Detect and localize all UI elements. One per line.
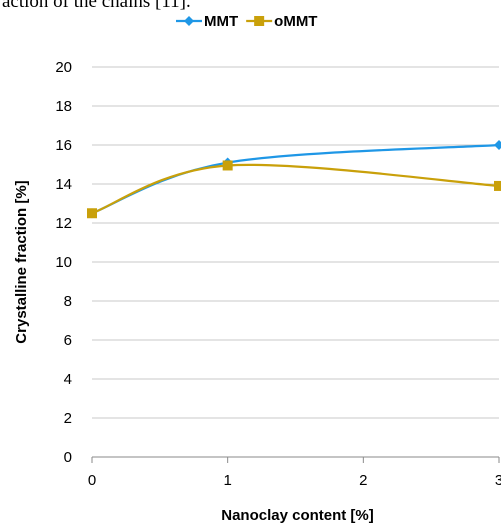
y-tick-18: 18 <box>55 98 72 115</box>
y-tick-6: 6 <box>64 332 72 349</box>
y-axis-title: Crystalline fraction [%] <box>13 180 30 343</box>
legend-label-mmt: MMT <box>204 13 238 30</box>
x-tick-1: 1 <box>223 472 231 489</box>
series-line-ommt <box>91 163 500 215</box>
legend-marker-diamond <box>184 16 194 26</box>
series-group <box>87 140 501 219</box>
point-ommt-1 <box>222 160 233 171</box>
legend-marker-square <box>254 16 265 26</box>
series-ommt <box>87 160 501 219</box>
x-tick-2: 2 <box>359 472 367 489</box>
y-tick-0: 0 <box>64 449 72 466</box>
y-tick-12: 12 <box>55 215 72 232</box>
y-tick-10: 10 <box>55 254 72 271</box>
legend: MMT oMMT <box>176 13 317 30</box>
point-ommt-0 <box>87 208 97 219</box>
x-tick-3: 3 <box>495 472 501 489</box>
grid-lines <box>91 66 500 463</box>
y-tick-8: 8 <box>64 293 72 310</box>
y-tick-4: 4 <box>64 371 72 388</box>
legend-item-ommt: oMMT <box>246 13 317 30</box>
legend-item-mmt: MMT <box>176 13 238 30</box>
x-tick-labels: 0 1 2 3 <box>88 472 501 489</box>
point-ommt-3 <box>494 180 501 191</box>
y-tick-2: 2 <box>64 410 72 427</box>
point-mmt-3 <box>494 140 501 150</box>
header-text-fragment: action of the chains [11]. <box>2 0 191 12</box>
y-tick-14: 14 <box>55 176 72 193</box>
x-tick-0: 0 <box>88 472 96 489</box>
legend-label-ommt: oMMT <box>274 13 317 30</box>
y-tick-16: 16 <box>55 137 72 154</box>
x-axis-title: Nanoclay content [%] <box>221 507 374 524</box>
y-tick-labels: 0 2 4 6 8 10 12 14 16 18 20 <box>55 59 72 466</box>
y-tick-20: 20 <box>55 59 72 76</box>
